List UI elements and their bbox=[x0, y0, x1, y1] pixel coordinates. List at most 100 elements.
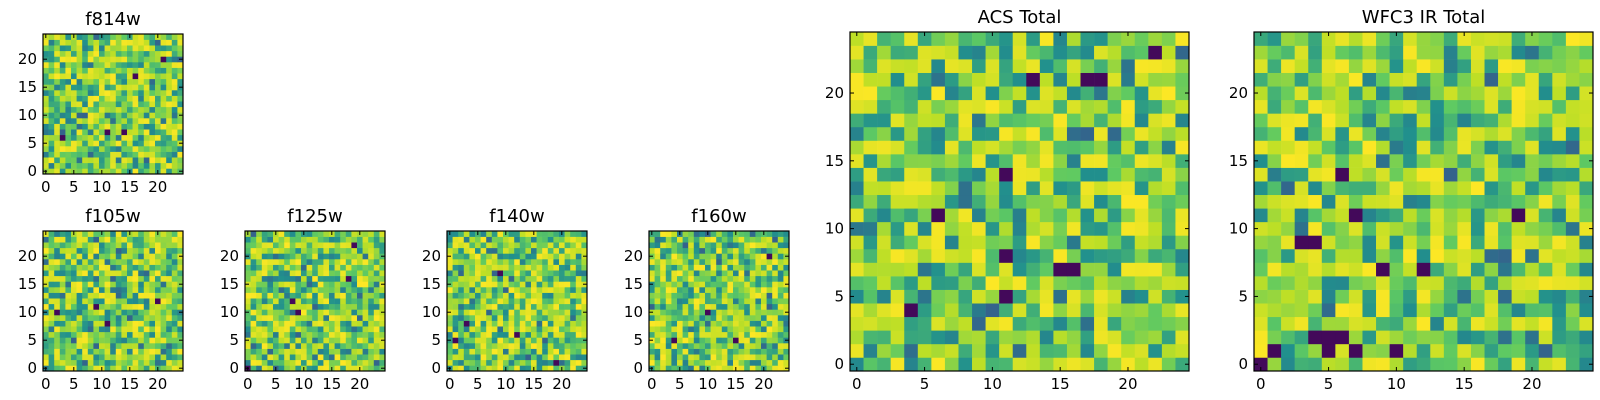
heatmap-cell bbox=[469, 354, 476, 361]
heatmap-cell bbox=[1267, 357, 1282, 372]
heatmap-cell bbox=[1267, 45, 1282, 60]
heatmap-cell bbox=[1362, 59, 1377, 73]
heatmap-cell bbox=[1175, 235, 1190, 250]
heatmap-cell bbox=[1525, 32, 1540, 46]
heatmap-cell bbox=[1376, 140, 1390, 155]
heatmap-cell bbox=[958, 330, 973, 345]
heatmap-cell bbox=[890, 45, 905, 60]
heatmap-cell bbox=[660, 320, 667, 327]
heatmap-cell bbox=[904, 276, 919, 290]
heatmap-cell bbox=[575, 242, 582, 249]
heatmap-cell bbox=[999, 248, 1014, 263]
heatmap-cell bbox=[54, 315, 61, 321]
heatmap-cell bbox=[1161, 357, 1176, 372]
heatmap-cell bbox=[972, 140, 986, 155]
heatmap-cell bbox=[379, 247, 386, 254]
heatmap-cell bbox=[1525, 113, 1540, 128]
heatmap-cell bbox=[121, 50, 128, 57]
heatmap-cell bbox=[54, 343, 61, 349]
heatmap-cell bbox=[536, 231, 543, 237]
heatmap-cell bbox=[1484, 167, 1499, 182]
heatmap-cell bbox=[104, 39, 111, 46]
heatmap-cell bbox=[138, 62, 145, 68]
heatmap-cell bbox=[1403, 316, 1418, 331]
heatmap-cell bbox=[463, 331, 470, 338]
heatmap-cell bbox=[1430, 235, 1445, 250]
heatmap-cell bbox=[115, 123, 122, 130]
heatmap-cell bbox=[559, 287, 565, 293]
heatmap-cell bbox=[48, 292, 55, 299]
heatmap-cell bbox=[1511, 32, 1526, 46]
heatmap-cell bbox=[340, 242, 347, 249]
heatmap-cell bbox=[877, 113, 891, 128]
heatmap-cell bbox=[166, 101, 173, 108]
heatmap-cell bbox=[65, 236, 72, 243]
heatmap-cell bbox=[1321, 99, 1336, 114]
heatmap-cell bbox=[570, 315, 577, 321]
heatmap-cell bbox=[710, 287, 717, 293]
heatmap-cell bbox=[1107, 32, 1122, 46]
heatmap-cell bbox=[463, 359, 470, 366]
heatmap-cell bbox=[160, 298, 167, 305]
heatmap-cell bbox=[334, 365, 341, 372]
heatmap-cell bbox=[761, 242, 767, 249]
heatmap-cell bbox=[1376, 208, 1390, 223]
heatmap-cell bbox=[1457, 303, 1472, 318]
heatmap-cell bbox=[357, 354, 363, 361]
heatmap-cell bbox=[143, 90, 150, 96]
heatmap-cell bbox=[160, 253, 167, 260]
heatmap-cell bbox=[749, 259, 756, 265]
heatmap-cell bbox=[368, 303, 375, 310]
heatmap-cell bbox=[171, 337, 178, 344]
heatmap-cell bbox=[54, 270, 61, 277]
heatmap-cell bbox=[149, 253, 156, 260]
heatmap-cell bbox=[1308, 59, 1323, 73]
heatmap-cell bbox=[143, 348, 150, 355]
heatmap-cell bbox=[665, 281, 672, 288]
heatmap-cell bbox=[1053, 113, 1068, 128]
heatmap-cell bbox=[688, 253, 695, 260]
heatmap-cell bbox=[564, 264, 571, 271]
heatmap-cell bbox=[110, 151, 117, 158]
heatmap-cell bbox=[368, 298, 375, 305]
heatmap-cell bbox=[368, 326, 375, 333]
heatmap-cell bbox=[850, 343, 864, 358]
heatmap-cell bbox=[121, 45, 128, 52]
heatmap-cell bbox=[525, 309, 532, 316]
heatmap-cell bbox=[693, 354, 700, 361]
heatmap-cell bbox=[82, 292, 89, 299]
heatmap-cell bbox=[104, 62, 111, 68]
heatmap-cell bbox=[1430, 208, 1445, 223]
heatmap-cell bbox=[261, 343, 268, 349]
heatmap-cell bbox=[890, 126, 905, 141]
heatmap-cell bbox=[87, 129, 94, 136]
heatmap-cell bbox=[944, 289, 959, 304]
heatmap-cell bbox=[110, 365, 117, 372]
heatmap-cell bbox=[312, 253, 319, 260]
heatmap-cell bbox=[559, 359, 565, 366]
heatmap-cell bbox=[121, 281, 128, 288]
heatmap-cell bbox=[491, 253, 498, 260]
heatmap-cell bbox=[564, 326, 571, 333]
heatmap-cell bbox=[531, 275, 537, 282]
heatmap-cell bbox=[469, 275, 476, 282]
heatmap-cell bbox=[59, 134, 66, 141]
heatmap-cell bbox=[1148, 343, 1163, 358]
heatmap-cell bbox=[710, 253, 717, 260]
heatmap-cell bbox=[944, 167, 959, 182]
heatmap-cell bbox=[972, 289, 986, 304]
heatmap-cell bbox=[682, 287, 689, 293]
y-tick-label: 5 bbox=[27, 134, 37, 152]
heatmap-cell bbox=[289, 303, 296, 310]
heatmap-cell bbox=[59, 292, 66, 299]
heatmap-cell bbox=[447, 275, 453, 282]
heatmap-cell bbox=[688, 275, 695, 282]
heatmap-cell bbox=[278, 242, 285, 249]
heatmap-cell bbox=[132, 140, 139, 147]
heatmap-cell bbox=[132, 73, 139, 80]
heatmap-cell bbox=[295, 303, 302, 310]
heatmap-cell bbox=[547, 236, 554, 243]
heatmap-cell bbox=[972, 235, 986, 250]
heatmap-cell bbox=[76, 106, 83, 113]
heatmap-cell bbox=[755, 259, 762, 265]
